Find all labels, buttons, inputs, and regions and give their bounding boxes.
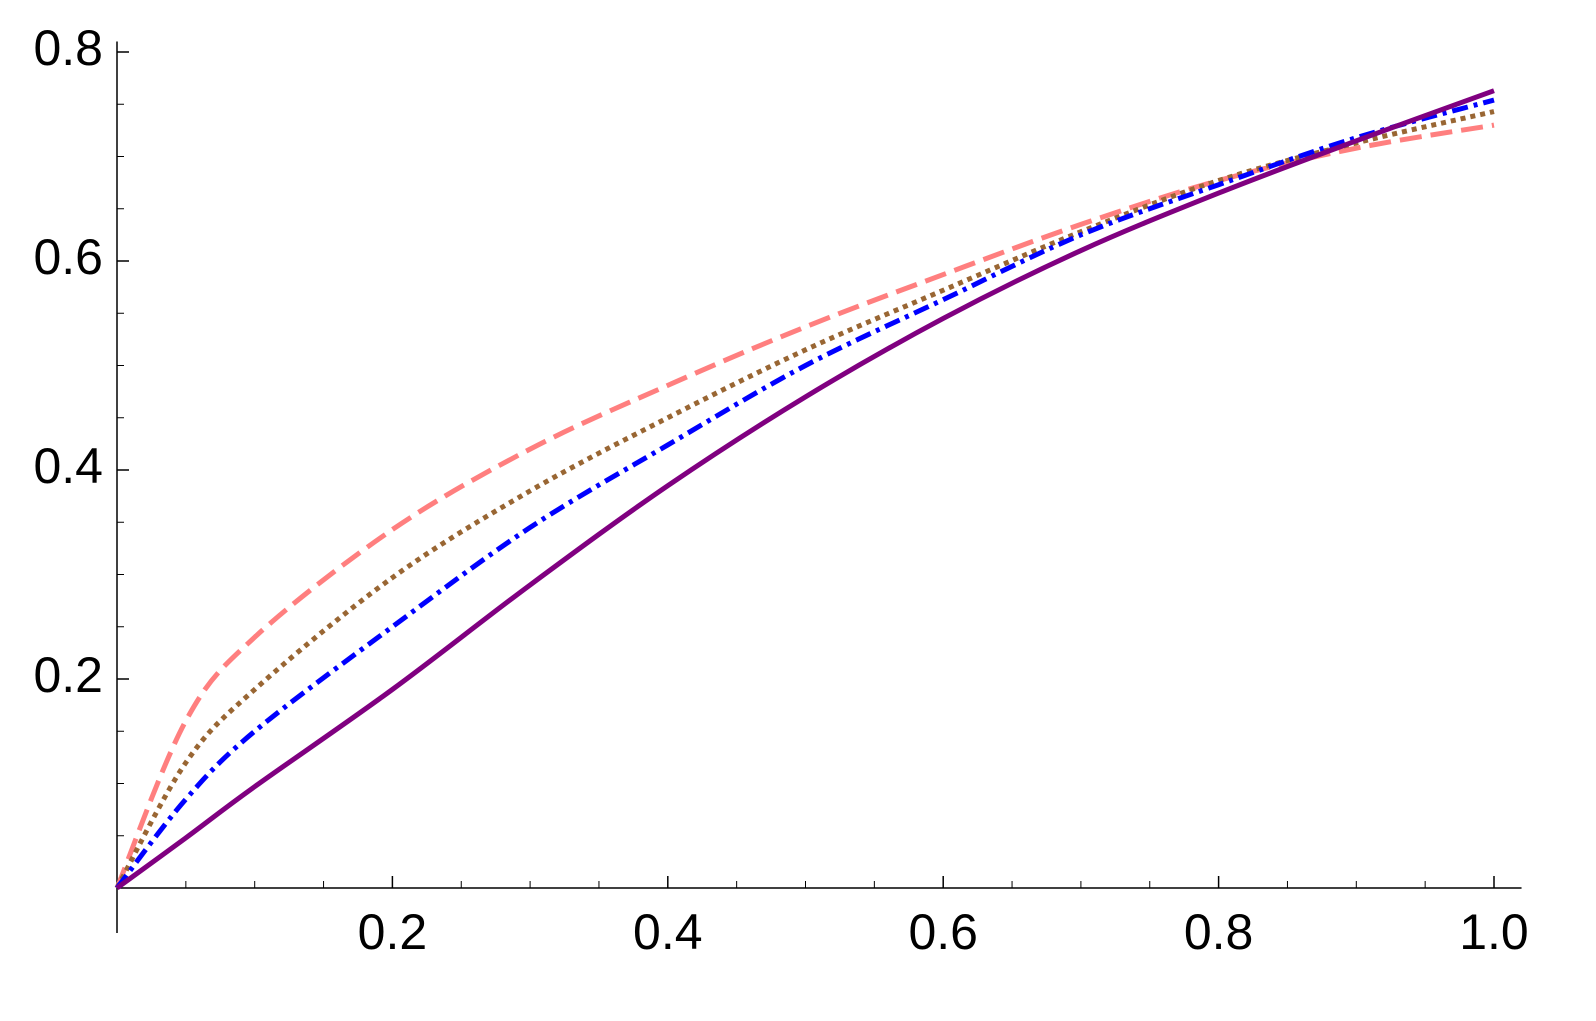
series-line — [115, 88, 1495, 891]
x-tick-label: 0.2 — [358, 904, 428, 960]
series-line — [115, 97, 1495, 890]
y-tick-label: 0.8 — [33, 20, 103, 76]
y-tick-label: 0.6 — [33, 229, 103, 285]
series-line — [114, 122, 1495, 889]
x-tick-label: 0.8 — [1184, 904, 1254, 960]
x-tick-label: 1.0 — [1459, 904, 1529, 960]
x-tick-label: 0.4 — [633, 904, 703, 960]
x-tick-label: 0.6 — [908, 904, 978, 960]
y-tick-label: 0.2 — [33, 647, 103, 703]
y-tick-label: 0.4 — [33, 438, 103, 494]
series-line — [114, 109, 1495, 890]
